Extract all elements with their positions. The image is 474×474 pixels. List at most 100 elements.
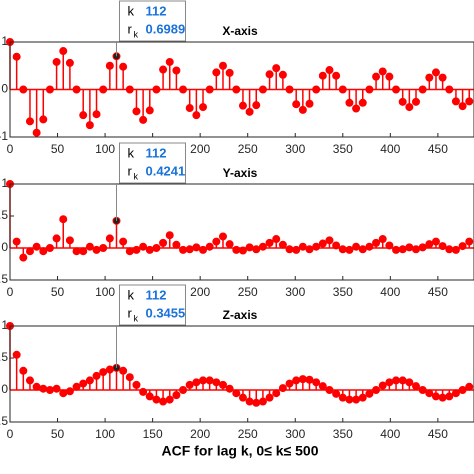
x-tick-label: 400: [380, 285, 400, 299]
axes-box: [9, 325, 474, 423]
stem-marker: [412, 382, 420, 391]
stem: [298, 242, 307, 251]
stem-marker: [325, 66, 334, 75]
stem: [39, 384, 48, 393]
stem-marker: [378, 67, 387, 76]
stem-marker: [25, 376, 34, 385]
stem: [79, 89, 88, 120]
stem: [438, 73, 447, 90]
stem: [238, 89, 247, 110]
stem: [258, 242, 267, 251]
stem: [392, 376, 401, 390]
stem: [252, 390, 261, 407]
stem: [358, 245, 367, 254]
stem-marker: [292, 376, 301, 385]
stem: [212, 237, 221, 248]
stem: [19, 248, 28, 262]
x-tick-label: 200: [190, 142, 210, 156]
stem-marker: [225, 240, 234, 249]
stem: [345, 89, 354, 107]
stem-marker: [172, 391, 181, 400]
stem: [305, 245, 314, 254]
x-tick-label: 350: [333, 427, 353, 441]
x-tick-label: 250: [238, 285, 258, 299]
stem: [192, 378, 201, 390]
stem-marker: [19, 253, 28, 262]
y-tick-label: 1: [1, 176, 8, 190]
stem-marker: [245, 107, 254, 116]
datatip-k: 112: [145, 3, 166, 18]
stem: [465, 89, 474, 106]
stem: [405, 89, 414, 112]
stem: [338, 390, 347, 402]
x-tick-label: 350: [333, 142, 353, 156]
stem: [398, 376, 407, 390]
stem-marker: [12, 350, 21, 359]
stem-marker: [192, 111, 201, 120]
stem: [378, 235, 387, 248]
y-tick-label: -1: [0, 129, 8, 143]
stem-marker: [159, 397, 168, 406]
stem: [345, 390, 354, 404]
x-tick-label: 250: [238, 427, 258, 441]
stem: [165, 390, 174, 404]
stem: [212, 68, 221, 90]
datatip-k-label: k: [127, 287, 134, 302]
stem: [12, 237, 21, 248]
stem-marker: [79, 111, 88, 120]
stem-marker: [79, 379, 88, 388]
stem: [52, 57, 61, 90]
datatip-r-label: r: [127, 163, 132, 178]
stem-marker: [132, 380, 141, 389]
datatip-box: [118, 284, 186, 326]
stem-marker: [85, 242, 94, 251]
stem-marker: [345, 98, 354, 107]
stem: [39, 89, 48, 124]
stem-marker: [65, 58, 74, 67]
stem: [365, 389, 374, 398]
stem: [25, 89, 34, 126]
y-tick-label: 0: [1, 382, 8, 396]
stem: [79, 379, 88, 390]
stem: [145, 390, 154, 401]
stem-marker: [298, 105, 307, 114]
stem-marker: [392, 376, 401, 385]
stem: [59, 47, 68, 90]
stem-marker: [105, 365, 114, 374]
stem: [105, 234, 114, 248]
stem-marker: [65, 387, 74, 396]
stem-marker: [85, 121, 94, 130]
stem-marker: [12, 52, 21, 61]
x-tick-label: 0: [7, 142, 14, 156]
stem: [205, 242, 214, 251]
stem: [358, 89, 367, 107]
stem-marker: [185, 380, 194, 389]
stem: [265, 390, 274, 402]
stem-marker: [378, 381, 387, 390]
stem: [332, 389, 341, 398]
stem: [318, 71, 327, 90]
stem-marker: [272, 64, 281, 73]
stem-marker: [212, 237, 221, 246]
stem: [52, 234, 61, 248]
stem: [238, 246, 247, 255]
stem-marker: [278, 70, 287, 79]
stem-marker: [119, 62, 128, 71]
stem-marker: [318, 71, 327, 80]
datatip-r-sub: k: [133, 29, 138, 39]
stem-marker: [365, 242, 374, 251]
stem: [218, 380, 227, 390]
stem-marker: [165, 231, 174, 240]
stem: [125, 373, 134, 390]
stem-marker: [298, 375, 307, 384]
stem-marker: [119, 237, 128, 246]
stem: [12, 52, 21, 90]
stem-marker: [245, 397, 254, 406]
stem-marker: [159, 65, 168, 74]
y-tick-label: 1: [1, 318, 8, 332]
stem: [119, 366, 128, 390]
stem-marker: [425, 73, 434, 82]
stem-marker: [238, 101, 247, 110]
stem: [258, 390, 267, 406]
stem-marker: [405, 103, 414, 112]
